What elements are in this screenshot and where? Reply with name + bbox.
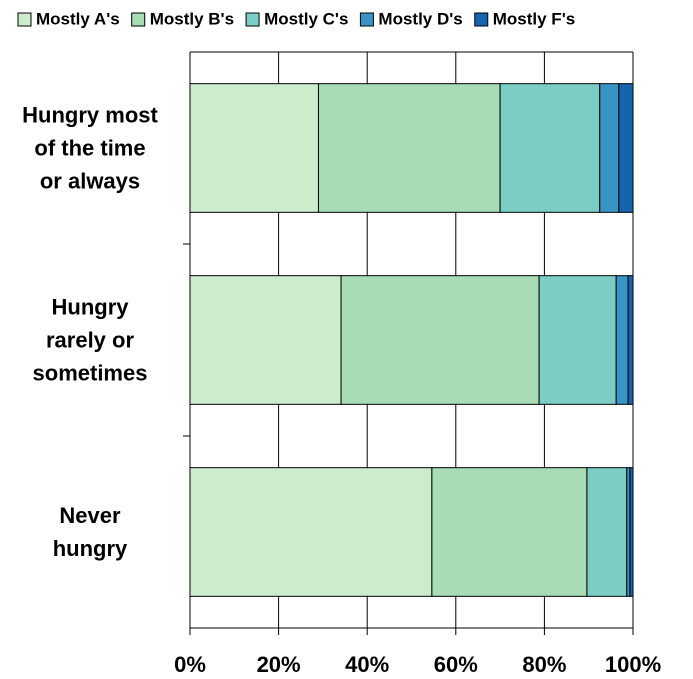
- y-tick-label: Hungry rarely or sometimes: [32, 294, 148, 386]
- bar-segment: [431, 467, 588, 597]
- legend-label: Mostly D's: [378, 9, 462, 28]
- legend-swatch: [474, 12, 489, 27]
- legend-label: Mostly F's: [493, 9, 575, 28]
- legend-swatch: [17, 12, 32, 27]
- bar-segment: [499, 83, 601, 213]
- bar-segment: [627, 275, 634, 405]
- bar-segment: [599, 83, 620, 213]
- x-tick-label: 60%: [434, 652, 478, 677]
- bar-segment: [317, 83, 501, 213]
- legend-swatch: [359, 12, 374, 27]
- legend-swatch: [131, 12, 146, 27]
- bar-segment: [189, 467, 433, 597]
- y-tick-label: Never hungry: [52, 503, 128, 561]
- legend-swatch: [245, 12, 260, 27]
- legend-label: Mostly C's: [264, 9, 348, 28]
- bar-segment: [586, 467, 628, 597]
- x-tick-label: 40%: [345, 652, 389, 677]
- y-tick-label: Hungry most of the time or always: [22, 102, 158, 194]
- bar-segment: [629, 467, 634, 597]
- x-tick-label: 20%: [257, 652, 301, 677]
- x-tick-label: 80%: [522, 652, 566, 677]
- bar-segment: [618, 83, 634, 213]
- bar-segment: [615, 275, 629, 405]
- x-tick-label: 0%: [174, 652, 206, 677]
- bar-segment: [340, 275, 540, 405]
- x-tick-label: 100%: [605, 652, 661, 677]
- bar-segment: [538, 275, 617, 405]
- bar-segment: [189, 83, 319, 213]
- legend-label: Mostly A's: [36, 9, 120, 28]
- legend-label: Mostly B's: [150, 9, 234, 28]
- bar-segment: [189, 275, 342, 405]
